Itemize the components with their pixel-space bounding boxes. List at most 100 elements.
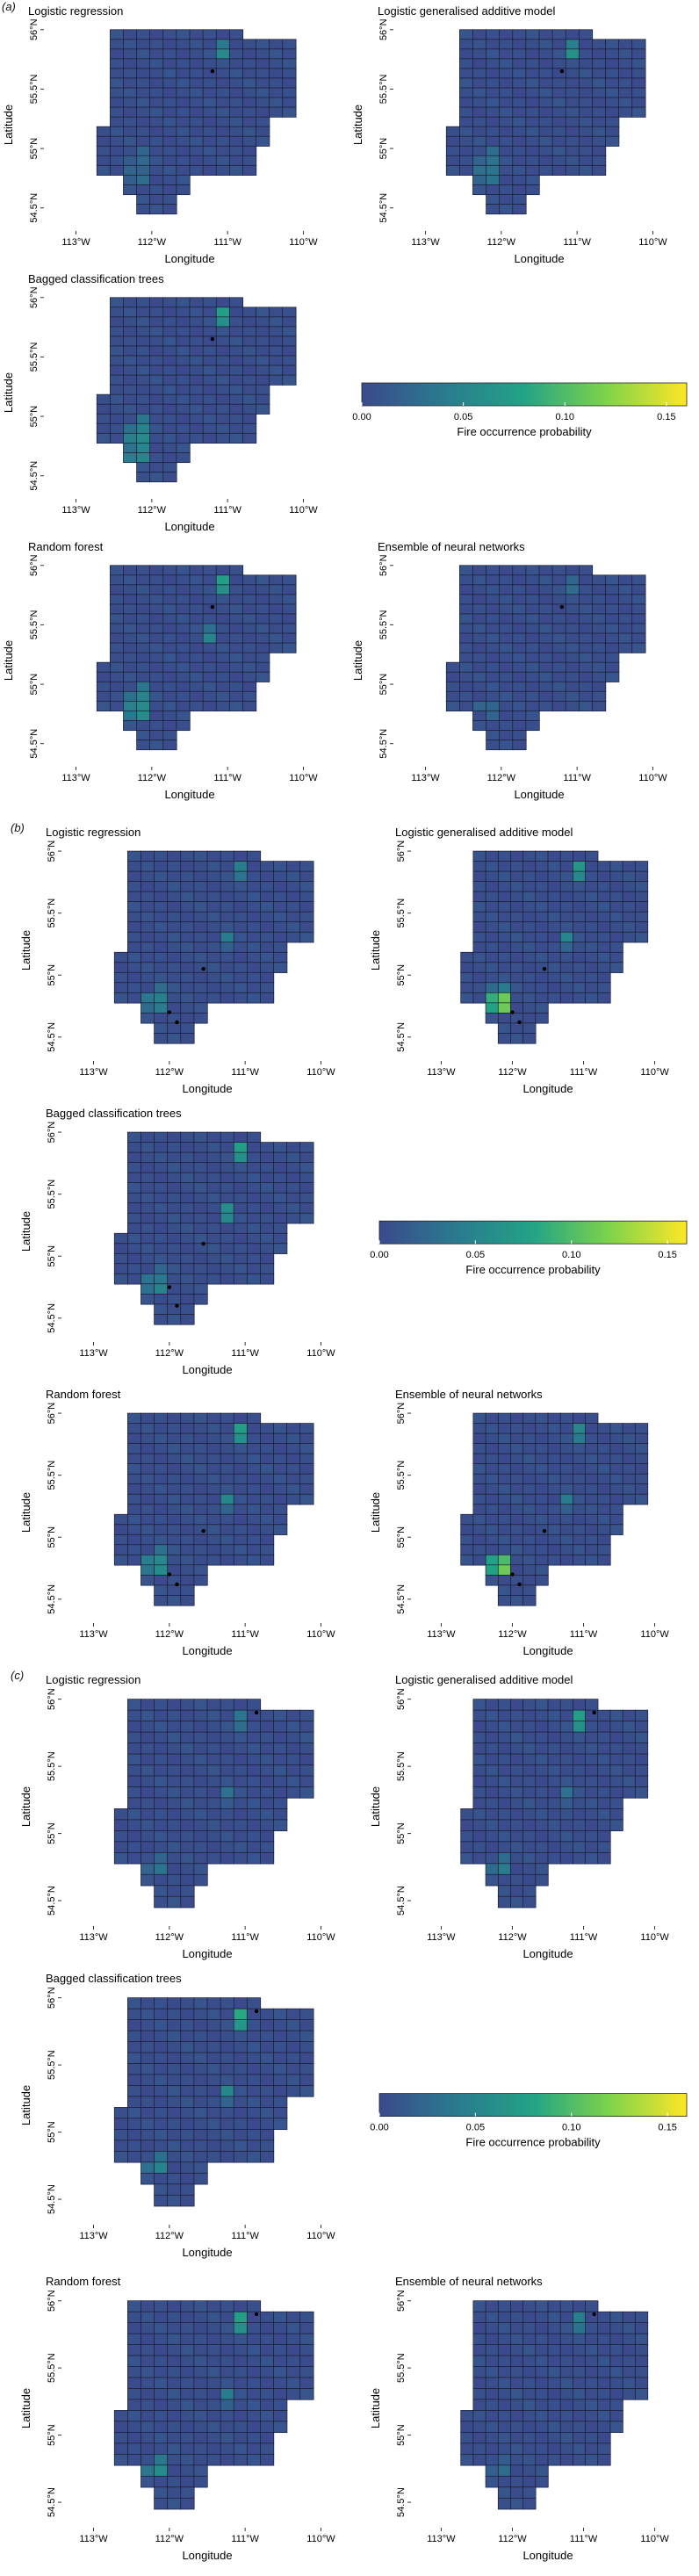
grid-cell xyxy=(123,29,138,40)
grid-cell xyxy=(233,971,248,984)
grid-cell xyxy=(96,145,112,156)
grid-cell xyxy=(512,39,527,50)
grid-cell xyxy=(202,97,217,108)
grid-cell xyxy=(269,364,284,376)
panel-title: Bagged classification trees xyxy=(28,272,164,285)
grid-cell xyxy=(167,2150,182,2163)
section-b: (b) Logistic regression 113°W 112°W 111°W 11… xyxy=(0,821,699,1669)
grid-cell xyxy=(609,1743,623,1755)
grid-cell xyxy=(499,194,514,206)
grid-cell xyxy=(299,2052,314,2065)
grid-cell xyxy=(634,1753,649,1766)
grid-cell xyxy=(538,690,553,702)
grid-cell xyxy=(141,1544,155,1555)
x-axis-label: Longitude xyxy=(164,252,214,265)
grid-cell xyxy=(154,992,169,1004)
x-tick-label: 113°W xyxy=(79,2534,108,2544)
grid-cell xyxy=(510,891,524,903)
grid-cell xyxy=(154,891,169,903)
grid-cell xyxy=(154,2030,169,2043)
grid-cell xyxy=(180,962,195,973)
grid-cell xyxy=(618,77,633,89)
grid-cell xyxy=(180,870,195,883)
grid-cell xyxy=(585,1524,599,1535)
grid-cell xyxy=(180,1504,195,1515)
grid-cell xyxy=(559,1513,574,1526)
grid-cell xyxy=(180,1212,195,1224)
grid-cell xyxy=(535,2410,549,2422)
grid-cell xyxy=(215,77,230,89)
fire-point xyxy=(201,966,205,971)
grid-cell xyxy=(110,384,125,395)
grid-cell xyxy=(559,1453,574,1465)
fire-point xyxy=(542,966,547,971)
grid-cell xyxy=(246,1232,262,1245)
grid-cell xyxy=(499,740,514,751)
grid-cell xyxy=(127,2030,142,2043)
grid-cell xyxy=(154,1473,169,1485)
grid-cell xyxy=(597,971,611,984)
grid-cell xyxy=(256,632,270,644)
grid-cell xyxy=(631,623,646,634)
x-tick-label: 110°W xyxy=(306,1629,335,1640)
colorbar-panel: 0.00 0.05 0.10 0.15 Fire occurrence probabil… xyxy=(350,272,699,536)
grid-cells xyxy=(96,297,297,483)
grid-cell xyxy=(193,2085,208,2097)
grid-cell xyxy=(110,565,125,576)
grid-cell xyxy=(273,1212,288,1224)
grid-cell xyxy=(273,1504,288,1515)
grid-cell xyxy=(510,1574,524,1586)
grid-cell xyxy=(167,1483,182,1495)
grid-cell xyxy=(260,2096,275,2109)
grid-cell xyxy=(486,116,501,127)
map-panel: Ensemble of neural networks 113°W 112°W 111… xyxy=(350,540,699,804)
grid-cell xyxy=(286,921,301,933)
grid-cell xyxy=(233,1493,248,1505)
grid-cell xyxy=(286,1212,301,1224)
grid-cell xyxy=(141,1721,155,1733)
grid-cell xyxy=(273,2085,288,2097)
grid-cell xyxy=(141,2475,155,2488)
grid-cell xyxy=(499,574,514,586)
grid-cell xyxy=(260,2432,275,2444)
grid-cell xyxy=(136,97,151,108)
grid-cell xyxy=(154,2432,169,2444)
x-tick-label: 112°W xyxy=(155,1067,184,1078)
grid-cell xyxy=(510,1797,524,1810)
grid-cell xyxy=(559,901,574,913)
grid-cell xyxy=(631,87,646,98)
grid-cell xyxy=(176,594,191,605)
grid-cell xyxy=(233,1162,248,1173)
grid-cell xyxy=(206,1775,221,1788)
grid-cell xyxy=(585,921,599,933)
grid-cell xyxy=(246,2300,262,2313)
grid-cell xyxy=(522,1483,537,1495)
grid-cell xyxy=(246,901,262,913)
grid-cell xyxy=(167,1243,182,1254)
grid-cell xyxy=(472,39,487,50)
grid-cell xyxy=(260,911,275,923)
grid-cell xyxy=(167,2139,182,2152)
grid-cell xyxy=(273,2030,288,2043)
grid-cell xyxy=(242,623,257,634)
grid-cell xyxy=(485,1473,499,1485)
grid-cell xyxy=(127,2322,142,2334)
grid-cell xyxy=(510,1808,524,1821)
grid-cell xyxy=(233,1775,248,1788)
grid-cell xyxy=(180,1412,195,1425)
grid-cell xyxy=(215,345,230,357)
grid-cell xyxy=(193,1263,208,1274)
grid-cell xyxy=(246,992,262,1004)
grid-cell xyxy=(202,374,217,386)
grid-cell xyxy=(180,2074,195,2087)
grid-cell xyxy=(228,355,244,366)
grid-cell xyxy=(180,1473,195,1485)
fire-point xyxy=(254,2312,259,2317)
grid-cell xyxy=(472,1797,486,1810)
map-panel: Random forest 113°W 112°W 111°W 110°W 54.5°N 5… xyxy=(18,2275,367,2565)
fire-point xyxy=(510,1572,515,1577)
grid-cell xyxy=(486,652,501,663)
grid-cell xyxy=(141,1131,155,1144)
grid-cell xyxy=(206,2129,221,2141)
grid-cell xyxy=(149,184,164,196)
